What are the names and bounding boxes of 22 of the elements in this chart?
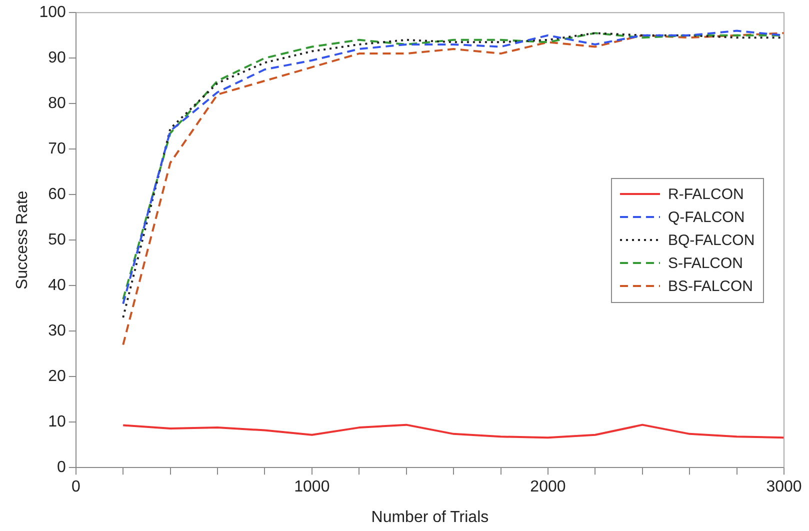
x-tick-label: 0 [71,478,80,496]
y-tick-label: 80 [48,95,66,112]
y-tick-label: 40 [48,277,66,294]
y-tick-label: 60 [48,186,66,204]
y-tick-label: 50 [48,232,66,249]
y-tick-label: 10 [48,414,66,431]
legend-label: BS-FALCON [668,278,754,295]
y-tick-label: 90 [48,50,66,67]
y-tick-label: 0 [56,459,66,476]
x-tick-label: 1000 [294,478,330,496]
x-tick-label: 3000 [766,478,802,496]
y-axis-title: Success Rate [14,190,32,290]
y-tick-label: 70 [48,140,66,158]
x-axis-title: Number of Trials [371,508,489,526]
y-tick-label: 30 [48,322,66,340]
legend-label: S-FALCON [668,254,744,272]
legend-label: R-FALCON [668,186,744,203]
legend-label: BQ-FALCON [668,232,755,249]
legend-label: Q-FALCON [668,208,745,226]
y-tick-label: 100 [39,4,66,22]
x-tick-label: 2000 [530,478,566,496]
y-tick-label: 20 [48,368,66,386]
